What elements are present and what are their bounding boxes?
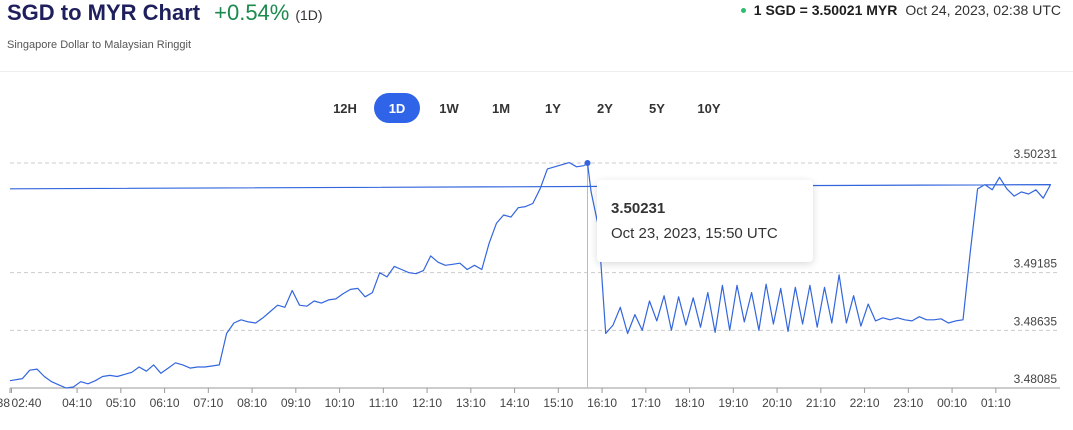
period-label: (1D) [295,7,323,23]
y-tick-label: 3.48635 [1014,314,1058,328]
x-tick-label: 12:10 [412,396,442,410]
period-button-1m[interactable]: 1M [478,93,524,123]
y-tick-label: 3.50231 [1014,147,1058,161]
period-button-2y[interactable]: 2Y [582,93,628,123]
chart-header: SGD to MYR Chart +0.54% (1D) Singapore D… [0,0,1073,72]
x-tick-label: 02:38 [0,396,10,410]
x-tick-label: 18:10 [675,396,705,410]
period-button-10y[interactable]: 10Y [686,93,732,123]
period-button-1d[interactable]: 1D [374,93,420,123]
x-tick-label: 06:10 [150,396,180,410]
y-tick-label: 3.49185 [1014,257,1058,271]
x-tick-label: 23:10 [893,396,923,410]
x-tick-label: 20:10 [762,396,792,410]
x-tick-label: 22:10 [850,396,880,410]
percent-change: +0.54% [214,0,290,25]
rate-timestamp: Oct 24, 2023, 02:38 UTC [905,2,1061,18]
x-tick-label: 08:10 [237,396,267,410]
x-tick-label: 13:10 [456,396,486,410]
hover-point [584,160,591,166]
period-button-12h[interactable]: 12H [322,93,368,123]
title-row: SGD to MYR Chart +0.54% (1D) [7,0,323,26]
x-tick-label: 00:10 [937,396,967,410]
x-tick-label: 09:10 [281,396,311,410]
price-line [9,162,1052,389]
currency-pair-subtitle: Singapore Dollar to Malaysian Ringgit [7,39,192,51]
x-tick-label: 15:10 [543,396,573,410]
x-tick-label: 17:10 [631,396,661,410]
x-tick-label: 10:10 [325,396,355,410]
period-button-5y[interactable]: 5Y [634,93,680,123]
x-tick-label: 05:10 [106,396,136,410]
x-tick-label: 14:10 [500,396,530,410]
y-tick-label: 3.48085 [1014,372,1058,386]
rate-value: 1 SGD = 3.50021 MYR [753,2,898,18]
tooltip-value: 3.50231 [611,200,666,217]
page-title: SGD to MYR Chart [7,0,201,25]
x-tick-label: 01:10 [981,396,1011,410]
x-tick-label: 16:10 [587,396,617,410]
period-selector: 12H 1D 1W 1M 1Y 2Y 5Y 10Y [322,93,732,123]
x-tick-label: 02:40 [11,396,41,410]
tooltip-date: Oct 23, 2023, 15:50 UTC [611,225,778,242]
x-tick-label: 19:10 [718,396,748,410]
period-button-1y[interactable]: 1Y [530,93,576,123]
live-dot-icon [740,7,746,13]
x-tick-label: 07:10 [193,396,223,410]
chart-tooltip: 3.50231 Oct 23, 2023, 15:50 UTC [597,180,813,262]
x-tick-label: 04:10 [62,396,92,410]
live-rate: 1 SGD = 3.50021 MYR Oct 24, 2023, 02:38 … [740,2,1061,18]
x-tick-label: 11:10 [369,396,398,410]
x-tick-label: 21:10 [806,396,836,410]
period-button-1w[interactable]: 1W [426,93,472,123]
